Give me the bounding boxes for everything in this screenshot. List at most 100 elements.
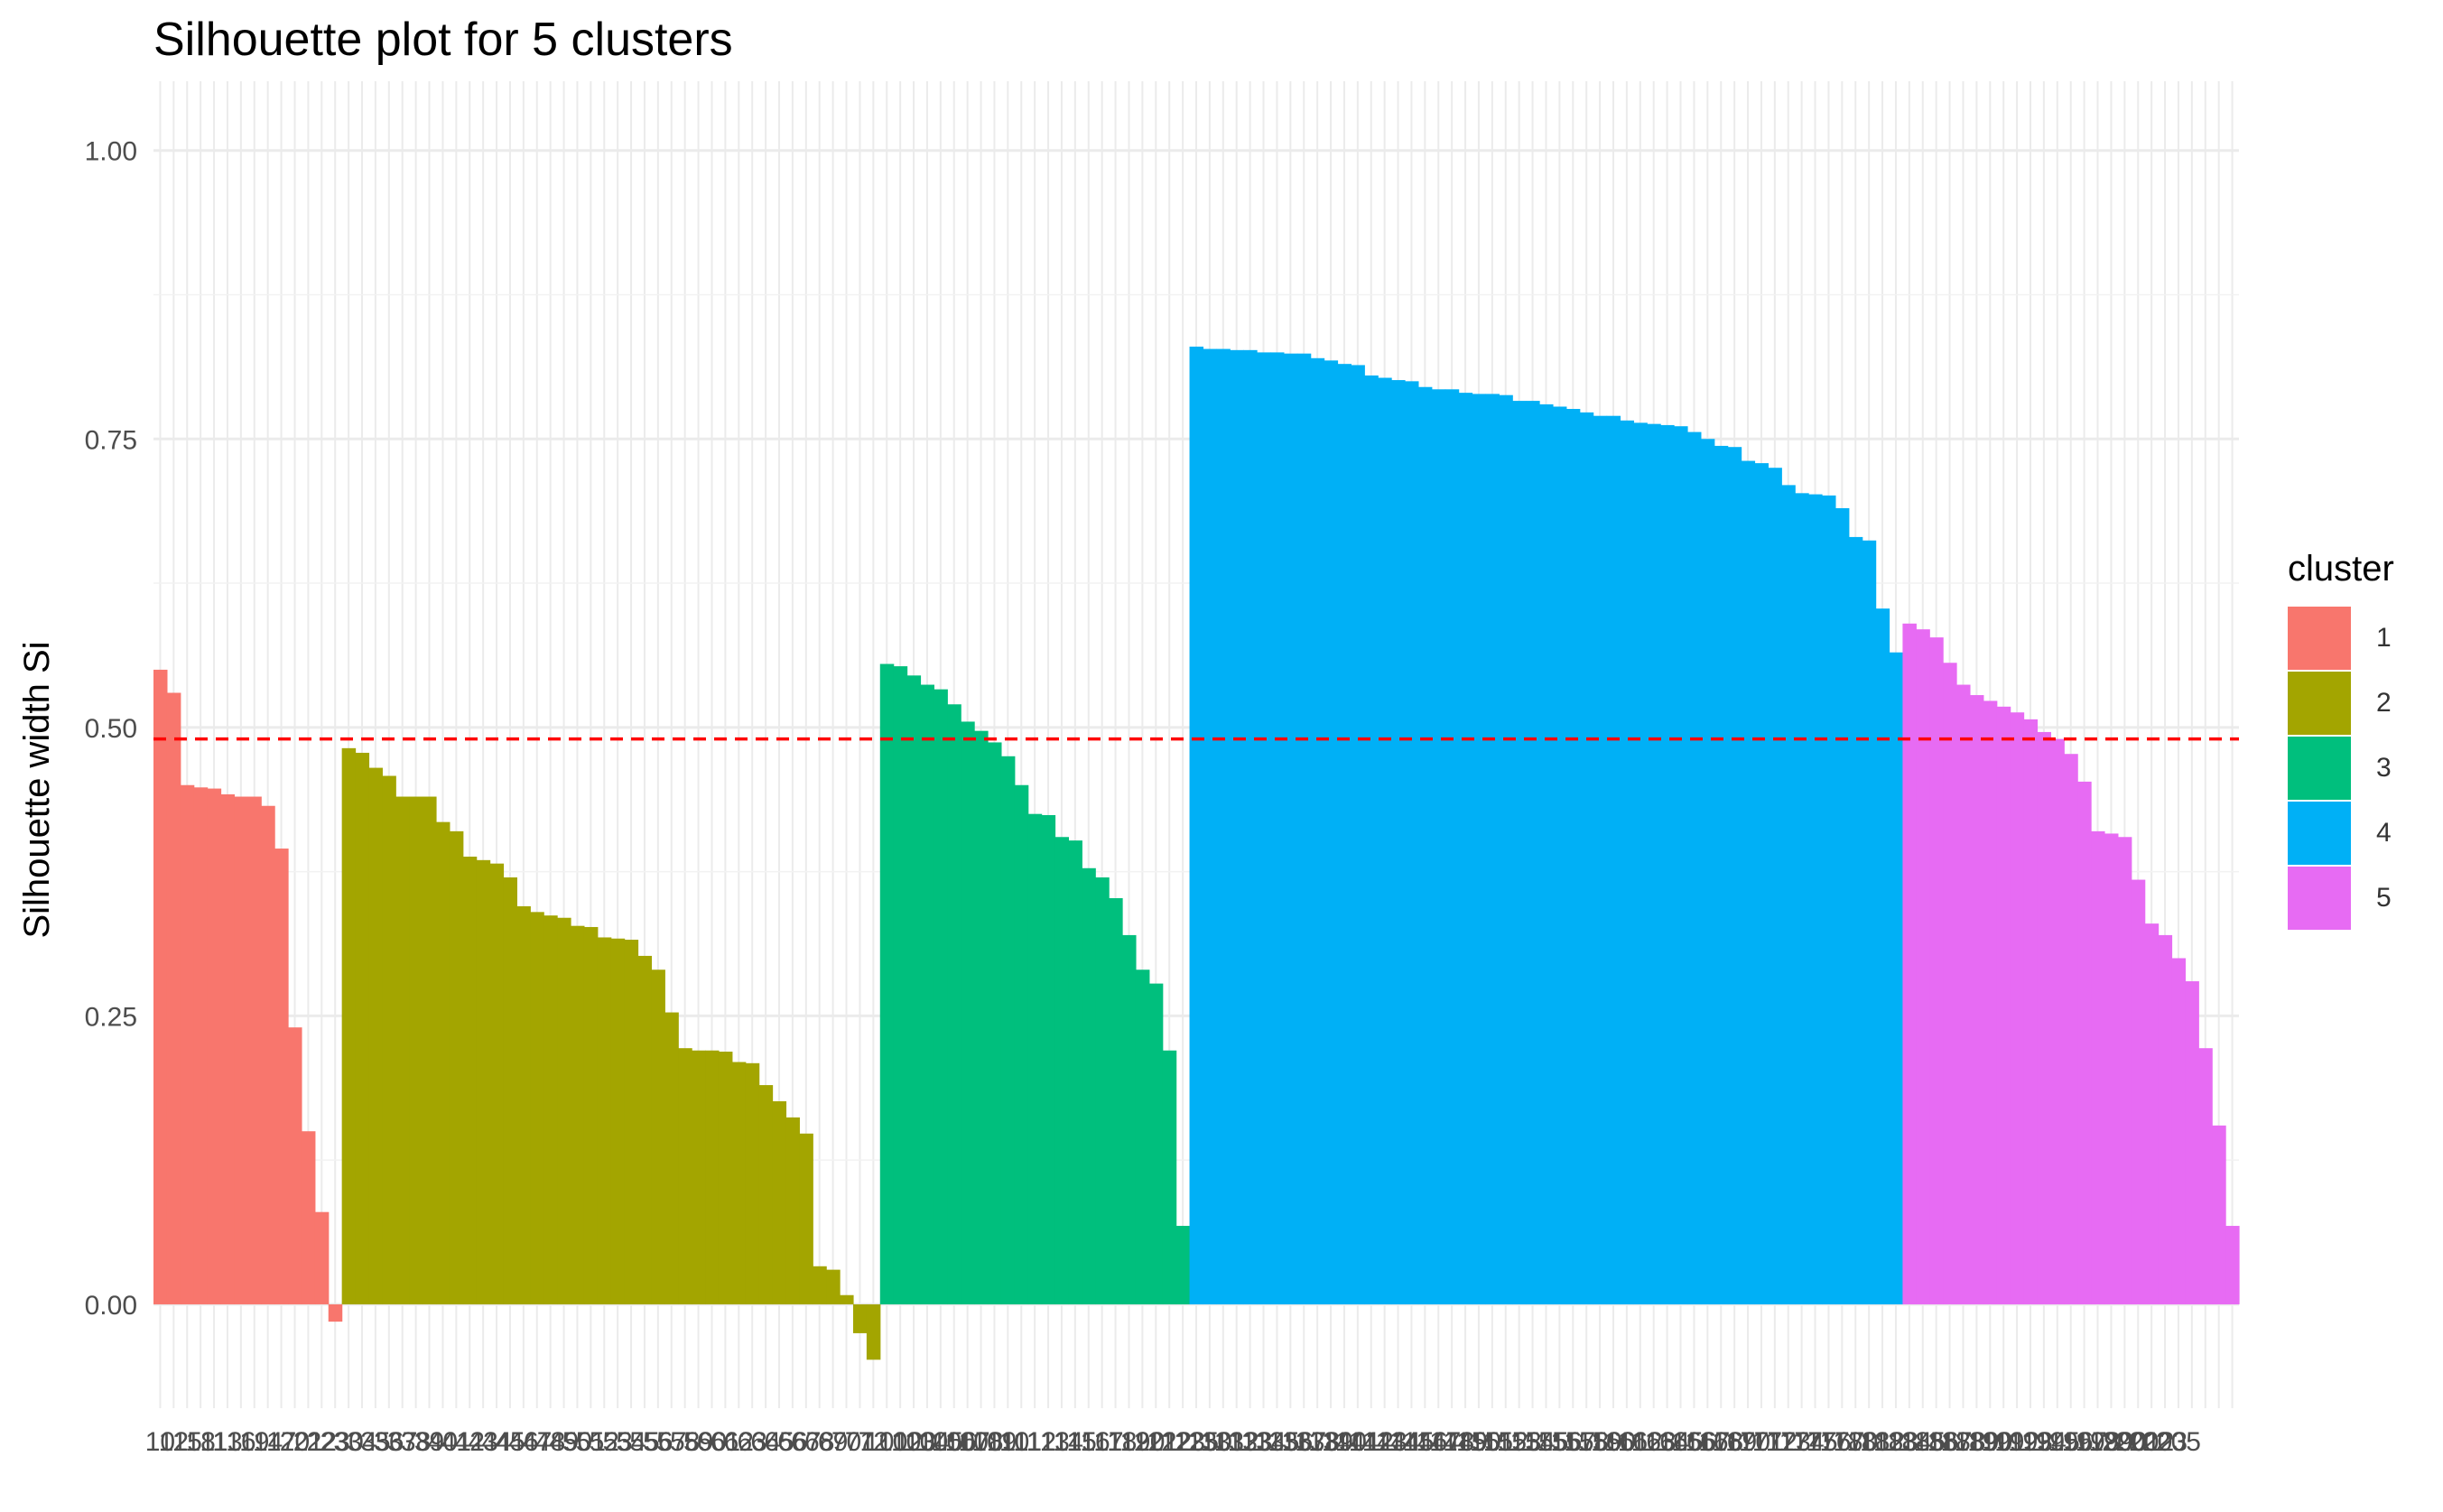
x-tick-label: 130 <box>1187 1427 1232 1457</box>
x-tick-label: 196 <box>2048 1427 2094 1457</box>
bar-cluster-4 <box>1579 412 1594 1304</box>
x-tick-label: 140 <box>1322 1427 1367 1457</box>
x-tick-label: 57 <box>656 1427 686 1457</box>
bar-cluster-5 <box>2144 923 2160 1304</box>
x-tick-label: 123 <box>1160 1427 1205 1457</box>
bar-cluster-4 <box>1822 495 1836 1304</box>
x-tick-label: 136 <box>1268 1427 1313 1457</box>
x-tick-label: 46 <box>508 1427 538 1457</box>
x-tick-label: 36 <box>374 1427 404 1457</box>
x-tick-label: 41 <box>441 1427 471 1457</box>
x-tick-label: 48 <box>535 1427 565 1457</box>
x-tick-label: 105 <box>918 1427 963 1457</box>
bar-cluster-3 <box>1175 1226 1191 1304</box>
bar-cluster-5 <box>1956 684 1971 1304</box>
bar-cluster-4 <box>1539 404 1554 1304</box>
bar-cluster-3 <box>1082 867 1096 1304</box>
bar-cluster-2 <box>503 877 517 1304</box>
x-tick-label: 54 <box>616 1427 646 1457</box>
legend-label: 5 <box>2376 883 2392 913</box>
bar-cluster-5 <box>2198 1048 2213 1304</box>
bar-cluster-3 <box>1162 1050 1177 1304</box>
bar-cluster-4 <box>1714 445 1729 1304</box>
x-tick-label: 10 <box>145 1427 175 1457</box>
x-axis-ticks: 1012151811131619141720212223303435363738… <box>145 1427 2201 1457</box>
x-tick-label: 195 <box>2035 1427 2080 1457</box>
bar-cluster-3 <box>1027 813 1043 1304</box>
bar-cluster-5 <box>2185 981 2199 1304</box>
x-tick-label: 19 <box>239 1427 269 1457</box>
x-tick-label: 35 <box>360 1427 390 1457</box>
bar-cluster-4 <box>1674 426 1688 1304</box>
legend-label: 3 <box>2376 753 2392 783</box>
x-tick-label: 110 <box>986 1427 1029 1457</box>
x-tick-label: 152 <box>1483 1427 1528 1457</box>
x-tick-label: 201 <box>2115 1427 2160 1457</box>
x-tick-label: 189 <box>1954 1427 1999 1457</box>
bar-cluster-2 <box>718 1052 733 1304</box>
legend-item-cluster-2: 2 <box>2288 671 2394 736</box>
bar-cluster-2 <box>355 752 370 1304</box>
bar-cluster-4 <box>1472 394 1487 1304</box>
bar-cluster-2 <box>597 937 612 1304</box>
bar-cluster-4 <box>1310 357 1325 1304</box>
bar-cluster-2 <box>745 1062 760 1304</box>
x-tick-label: 62 <box>724 1427 754 1457</box>
bar-cluster-4 <box>1283 353 1298 1304</box>
bar-cluster-2 <box>785 1117 800 1304</box>
bar-cluster-4 <box>1565 409 1581 1304</box>
x-tick-label: 176 <box>1806 1427 1851 1457</box>
x-tick-label: 51 <box>576 1427 606 1457</box>
bar-cluster-4 <box>1606 415 1621 1304</box>
x-tick-label: 13 <box>212 1427 242 1457</box>
x-tick-label: 135 <box>1254 1427 1299 1457</box>
bar-cluster-4 <box>1848 536 1863 1304</box>
bar-cluster-3 <box>1122 934 1137 1304</box>
legend-rows: 1 2 3 4 5 <box>2288 606 2394 931</box>
bar-cluster-5 <box>1943 663 1957 1304</box>
bar-cluster-1 <box>193 787 209 1304</box>
bar-cluster-5 <box>2037 731 2051 1304</box>
x-tick-label: 12 <box>159 1427 189 1457</box>
x-tick-label: 59 <box>683 1427 713 1457</box>
bar-cluster-5 <box>2023 719 2039 1304</box>
bar-cluster-3 <box>920 684 934 1304</box>
legend-label: 2 <box>2376 688 2392 718</box>
x-tick-label: 162 <box>1618 1427 1663 1457</box>
x-tick-label: 21 <box>293 1427 323 1457</box>
bar-cluster-3 <box>893 666 908 1304</box>
bar-cluster-3 <box>1135 969 1150 1304</box>
bar-cluster-1 <box>314 1211 330 1304</box>
x-tick-label: 118 <box>1094 1427 1138 1457</box>
x-tick-label: 18 <box>185 1427 215 1457</box>
x-tick-label: 192 <box>1994 1427 2039 1457</box>
bar-cluster-2 <box>840 1294 854 1304</box>
x-tick-label: 194 <box>2021 1427 2067 1457</box>
legend-swatch <box>2288 802 2351 865</box>
x-tick-label: 198 <box>2075 1427 2120 1457</box>
x-tick-label: 120 <box>1119 1427 1165 1457</box>
x-tick-label: 205 <box>2156 1427 2201 1457</box>
bar-cluster-4 <box>1808 494 1823 1304</box>
bar-cluster-1 <box>274 849 289 1304</box>
bar-cluster-2 <box>637 955 653 1304</box>
x-tick-label: 109 <box>971 1427 1017 1457</box>
x-tick-label: 181 <box>1846 1427 1891 1457</box>
x-tick-label: 50 <box>562 1427 592 1457</box>
bar-cluster-2 <box>610 938 626 1304</box>
x-tick-label: 153 <box>1497 1427 1542 1457</box>
x-tick-label: 102 <box>878 1427 923 1457</box>
x-tick-label: 193 <box>2008 1427 2053 1457</box>
bar-cluster-5 <box>2010 712 2025 1304</box>
bar-cluster-4 <box>1795 493 1809 1304</box>
x-tick-label: 191 <box>1981 1427 2026 1457</box>
bar-cluster-4 <box>1351 365 1365 1304</box>
bar-cluster-5 <box>2158 934 2173 1304</box>
bar-cluster-4 <box>1647 423 1661 1304</box>
legend-item-cluster-4: 4 <box>2288 801 2394 866</box>
y-tick-label: 0.00 <box>85 1291 137 1321</box>
x-tick-label: 150 <box>1456 1427 1501 1457</box>
x-tick-label: 42 <box>455 1427 485 1457</box>
bar-cluster-1 <box>261 805 275 1304</box>
x-tick-label: 167 <box>1685 1427 1730 1457</box>
